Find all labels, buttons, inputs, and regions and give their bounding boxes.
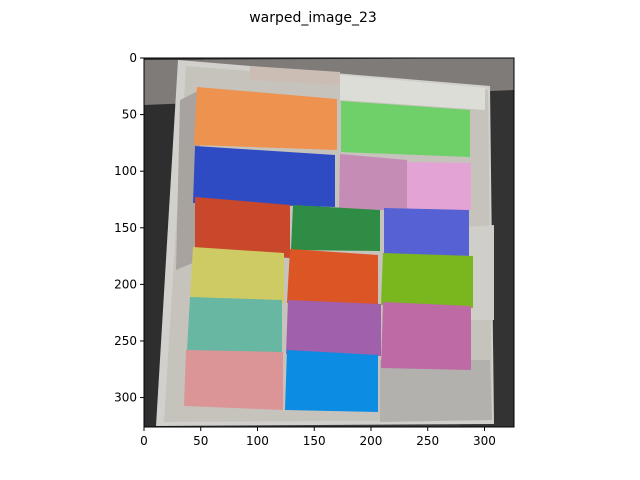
x-tick-label: 100	[246, 434, 269, 448]
x-tick-label: 50	[193, 434, 208, 448]
swatch-brick-red	[195, 197, 290, 258]
swatch-magenta-pink	[381, 302, 471, 370]
y-tick-label: 150	[114, 221, 137, 235]
swatch-light-pink	[407, 162, 471, 210]
axes-frame	[143, 57, 515, 428]
swatch-periwinkle	[384, 208, 469, 256]
swatch-mauve	[339, 154, 407, 210]
y-tick-label: 200	[114, 277, 137, 291]
swatch-orange	[194, 87, 337, 150]
x-axis: 0 50 100 150 200 250 300	[140, 427, 496, 448]
swatch-light-green	[341, 101, 470, 157]
y-axis: 0 50 100 150 200 250 300	[114, 51, 144, 405]
swatch-lime	[381, 253, 473, 308]
swatch-purple	[286, 300, 381, 356]
swatch-red-orange	[287, 249, 378, 307]
x-tick-label: 150	[303, 434, 326, 448]
swatch-sky-blue	[285, 350, 378, 412]
y-tick-label: 0	[129, 51, 137, 65]
y-tick-label: 300	[114, 391, 137, 405]
warped-photo	[144, 58, 514, 427]
x-tick-label: 0	[140, 434, 148, 448]
swatch-rose	[184, 350, 283, 410]
y-tick-label: 50	[122, 108, 137, 122]
y-tick-label: 100	[114, 164, 137, 178]
x-tick-label: 200	[360, 434, 383, 448]
swatches	[184, 87, 473, 412]
x-tick-label: 300	[473, 434, 496, 448]
swatch-dark-green	[291, 205, 380, 251]
x-tick-label: 250	[416, 434, 439, 448]
swatch-teal	[187, 297, 282, 354]
swatch-royal-blue	[193, 146, 335, 207]
figure-title: warped_image_23	[249, 10, 377, 26]
swatch-mustard	[190, 247, 284, 303]
y-tick-label: 250	[114, 334, 137, 348]
